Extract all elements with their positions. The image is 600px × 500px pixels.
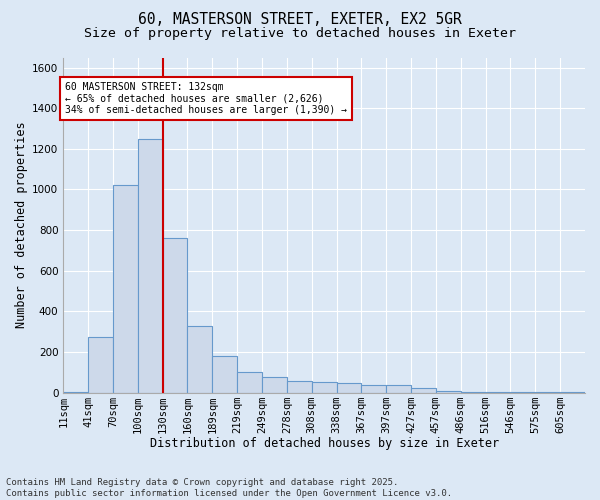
- Bar: [312, 382, 337, 392]
- Bar: [337, 384, 361, 392]
- Text: 60, MASTERSON STREET, EXETER, EX2 5GR: 60, MASTERSON STREET, EXETER, EX2 5GR: [138, 12, 462, 28]
- Bar: [287, 382, 312, 392]
- Bar: [113, 186, 138, 392]
- Text: Size of property relative to detached houses in Exeter: Size of property relative to detached ho…: [84, 28, 516, 40]
- Bar: [436, 391, 461, 392]
- Y-axis label: Number of detached properties: Number of detached properties: [15, 122, 28, 328]
- Text: 60 MASTERSON STREET: 132sqm
← 65% of detached houses are smaller (2,626)
34% of : 60 MASTERSON STREET: 132sqm ← 65% of det…: [65, 82, 347, 115]
- Bar: [163, 238, 187, 392]
- Bar: [361, 386, 386, 392]
- Bar: [138, 138, 163, 392]
- Bar: [262, 378, 287, 392]
- Bar: [88, 336, 113, 392]
- Bar: [187, 326, 212, 392]
- Bar: [411, 388, 436, 392]
- X-axis label: Distribution of detached houses by size in Exeter: Distribution of detached houses by size …: [149, 437, 499, 450]
- Bar: [212, 356, 237, 393]
- Text: Contains HM Land Registry data © Crown copyright and database right 2025.
Contai: Contains HM Land Registry data © Crown c…: [6, 478, 452, 498]
- Bar: [237, 372, 262, 392]
- Bar: [386, 386, 411, 392]
